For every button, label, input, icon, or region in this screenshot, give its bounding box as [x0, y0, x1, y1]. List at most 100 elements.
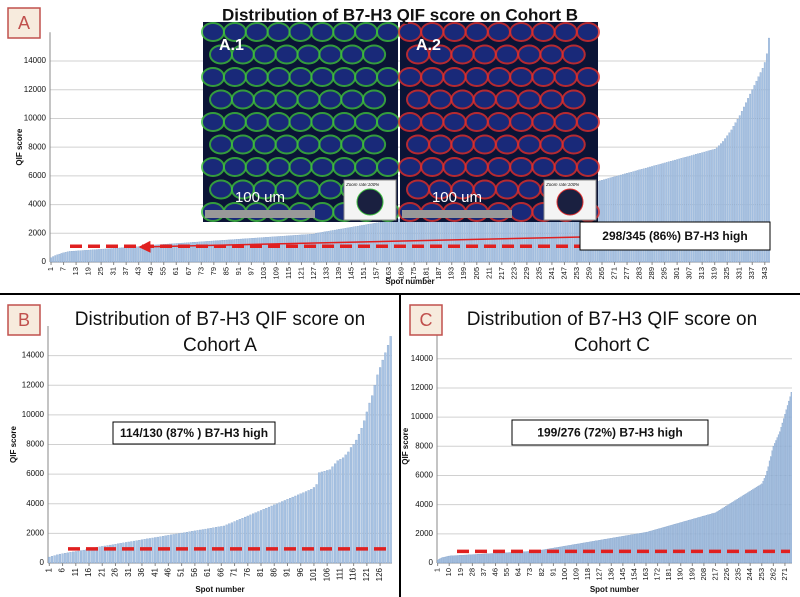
panel-label: C: [420, 310, 433, 330]
x-tick-label: 28: [467, 568, 476, 576]
bar: [238, 519, 241, 564]
bar: [58, 553, 61, 564]
cell: [332, 157, 357, 177]
bar: [524, 551, 526, 564]
bar: [659, 163, 662, 263]
bar: [546, 548, 548, 564]
bar: [288, 235, 290, 263]
bar: [704, 515, 706, 564]
cell: [509, 157, 534, 177]
bar: [290, 235, 292, 263]
x-tick-label: 145: [347, 267, 356, 280]
bar: [169, 243, 171, 263]
bar: [80, 550, 83, 564]
bar: [300, 234, 303, 263]
bar: [373, 223, 376, 263]
bar: [574, 544, 576, 564]
x-tick-label: 49: [146, 267, 155, 275]
cell: [332, 22, 357, 42]
bar: [482, 553, 484, 564]
bar: [671, 524, 673, 564]
bar: [460, 555, 462, 564]
bar: [334, 463, 337, 564]
bar: [449, 555, 452, 564]
bar: [371, 223, 374, 263]
cell: [561, 44, 586, 65]
bar: [313, 233, 315, 263]
bar: [328, 469, 331, 564]
x-tick-label: 82: [537, 568, 546, 576]
bar: [451, 555, 453, 564]
bar: [48, 556, 51, 564]
bar: [72, 551, 75, 564]
cell: [252, 44, 277, 65]
bar: [695, 154, 697, 263]
bar: [220, 526, 223, 564]
bar: [702, 516, 704, 564]
bar: [125, 247, 128, 263]
cell: [332, 112, 357, 132]
cell: [561, 89, 586, 110]
panel-label: A: [18, 13, 30, 33]
x-tick-label: 181: [664, 568, 673, 581]
x-tick-label: 91: [548, 568, 557, 576]
bar: [709, 513, 711, 564]
bar: [139, 246, 142, 263]
bar: [244, 238, 247, 263]
bar: [283, 500, 286, 564]
bar: [361, 225, 363, 263]
bar: [566, 545, 569, 564]
bar: [229, 239, 232, 263]
bar: [686, 156, 689, 263]
bar: [306, 234, 309, 263]
bar: [225, 524, 228, 564]
bar: [192, 242, 194, 263]
bar: [632, 534, 634, 564]
cell: [288, 22, 313, 42]
bar: [528, 551, 530, 564]
bar: [684, 157, 687, 263]
bar: [172, 534, 175, 564]
bar: [668, 525, 670, 564]
bar: [279, 236, 282, 263]
bar: [699, 516, 701, 564]
bar: [443, 557, 445, 564]
bar: [662, 527, 664, 564]
y-tick-label: 4000: [26, 499, 44, 508]
bar: [223, 240, 226, 263]
bar: [236, 520, 239, 564]
bar: [140, 539, 144, 564]
bar: [596, 540, 598, 564]
cell: [420, 157, 445, 177]
bar: [634, 170, 637, 263]
bar: [202, 241, 205, 263]
bar: [104, 248, 107, 263]
bar: [631, 534, 633, 564]
bar: [705, 151, 708, 263]
cell: [539, 44, 564, 65]
bar: [763, 478, 765, 564]
cell: [318, 89, 343, 110]
bar: [110, 248, 113, 263]
x-tick-label: 307: [685, 267, 694, 280]
y-tick-label: 10000: [24, 114, 47, 123]
bar: [96, 249, 98, 263]
bar: [545, 549, 547, 564]
bar: [85, 250, 88, 263]
cell: [354, 22, 379, 42]
bar: [233, 521, 236, 564]
bar: [568, 545, 570, 564]
bar: [119, 247, 121, 263]
bar: [379, 367, 382, 564]
bar: [752, 489, 754, 564]
x-tick-label: 16: [84, 567, 93, 576]
bar: [212, 527, 215, 564]
cell: [495, 134, 519, 155]
bar: [355, 439, 358, 564]
bar: [87, 549, 91, 564]
bar: [68, 251, 71, 263]
bar: [599, 180, 601, 263]
bar: [768, 37, 770, 263]
bar: [485, 553, 488, 564]
cell: [495, 179, 519, 200]
